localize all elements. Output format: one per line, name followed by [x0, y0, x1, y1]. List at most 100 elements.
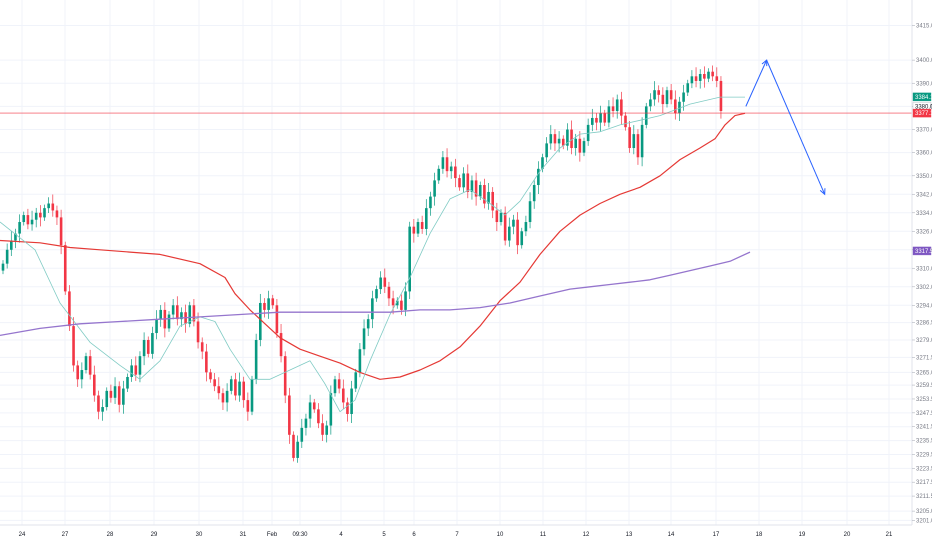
candle-body — [283, 356, 287, 396]
projection-arrow-head — [819, 188, 826, 196]
candle-body — [607, 106, 611, 123]
candle-body — [93, 374, 96, 396]
candle-body — [288, 395, 291, 435]
candle-body — [325, 425, 328, 435]
candle-body — [395, 300, 399, 306]
candle-body — [433, 180, 436, 197]
x-tick-label: 27 — [62, 532, 69, 538]
candle-body — [55, 210, 59, 218]
candle-body — [379, 277, 382, 290]
x-tick-label: 12 — [583, 532, 590, 538]
candle-body — [545, 143, 548, 158]
candles — [1, 65, 723, 463]
x-tick-label: 5 — [382, 532, 386, 538]
candle-body — [130, 365, 133, 377]
candle-body — [553, 134, 557, 144]
candle-body — [665, 90, 669, 105]
candle-body — [499, 212, 503, 223]
candle-body — [72, 326, 75, 366]
candle-body — [39, 212, 42, 218]
candle-body — [561, 138, 565, 146]
candle-body — [30, 219, 34, 225]
candle-body — [88, 356, 92, 375]
candle-body — [134, 365, 138, 375]
candle-body — [304, 418, 308, 428]
candle-body — [300, 427, 304, 442]
candle-body — [43, 208, 46, 218]
x-tick-label: 18 — [756, 532, 763, 538]
y-tick-label: 3217.5 — [916, 480, 932, 486]
candle-body — [661, 94, 665, 105]
y-tick-label: 3350.0 — [916, 174, 932, 180]
x-tick-label: 6 — [412, 532, 416, 538]
candle-body — [387, 286, 391, 299]
candle-body — [632, 134, 636, 149]
candle-body — [711, 71, 714, 77]
price-badge-label: 3317.5 — [915, 249, 932, 255]
candle-body — [296, 441, 299, 458]
candle-body — [694, 76, 698, 81]
y-tick-label: 3271.5 — [916, 355, 932, 361]
projection-arrow-line — [745, 59, 768, 107]
candle-body — [466, 173, 470, 192]
candle-body — [225, 390, 229, 403]
candle-body — [217, 386, 221, 394]
y-tick-label: 3253.5 — [916, 397, 932, 403]
candle-body — [383, 277, 387, 287]
y-tick-label: 3302.0 — [916, 285, 932, 291]
candle-body — [715, 76, 719, 81]
candle-body — [669, 90, 673, 100]
candle-body — [425, 208, 428, 229]
candle-body — [192, 305, 196, 322]
candle-body — [674, 99, 677, 114]
candle-body — [644, 106, 648, 125]
candle-body — [250, 379, 254, 412]
candle-body — [34, 212, 38, 220]
candle-body — [5, 249, 9, 264]
y-tick-label: 3326.0 — [916, 229, 932, 235]
candle-body — [412, 226, 416, 234]
candle-body — [437, 168, 441, 181]
candle-body — [113, 386, 117, 398]
y-tick-label: 3201.0 — [916, 518, 932, 524]
candle-body — [279, 333, 283, 357]
candle-body — [138, 356, 142, 375]
candle-body — [532, 185, 536, 202]
candle-body — [200, 342, 204, 352]
y-tick-label: 3211.5 — [916, 494, 932, 500]
candle-body — [59, 217, 63, 246]
candle-body — [10, 240, 13, 250]
candle-body — [142, 339, 146, 357]
candle-body — [188, 305, 192, 324]
candle-body — [512, 219, 515, 227]
candle-body — [308, 402, 312, 419]
x-tick-label: 21 — [886, 532, 893, 538]
candle-body — [570, 129, 573, 149]
candle-body — [84, 356, 88, 371]
y-tick-label: 3241.5 — [916, 425, 932, 431]
candle-body — [528, 201, 532, 223]
time-axis[interactable]: 24 27 28 29 30 31 Feb 09:30 4 5 6 7 10 11 12 13 14 17 18 19… — [19, 532, 893, 538]
candle-body — [171, 305, 175, 315]
x-tick-label: 10 — [497, 532, 504, 538]
y-tick-label: 3342.0 — [916, 192, 932, 198]
y-tick-label: 3400.0 — [916, 58, 932, 64]
candle-body — [599, 113, 602, 123]
candle-body — [454, 166, 457, 179]
candle-body — [350, 388, 353, 414]
y-tick-label: 3360.0 — [916, 151, 932, 157]
candle-body — [76, 365, 79, 380]
candle-body — [176, 305, 179, 320]
candle-body — [213, 379, 216, 387]
candle-body — [591, 117, 594, 125]
price-badge-label: 3380.0 — [915, 104, 932, 110]
candle-body — [678, 101, 681, 114]
candle-body — [26, 215, 30, 225]
candle-body — [719, 80, 723, 112]
candle-body — [595, 117, 598, 123]
candle-body — [624, 115, 627, 128]
candle-body — [317, 409, 320, 424]
x-tick-label: 4 — [339, 532, 343, 538]
